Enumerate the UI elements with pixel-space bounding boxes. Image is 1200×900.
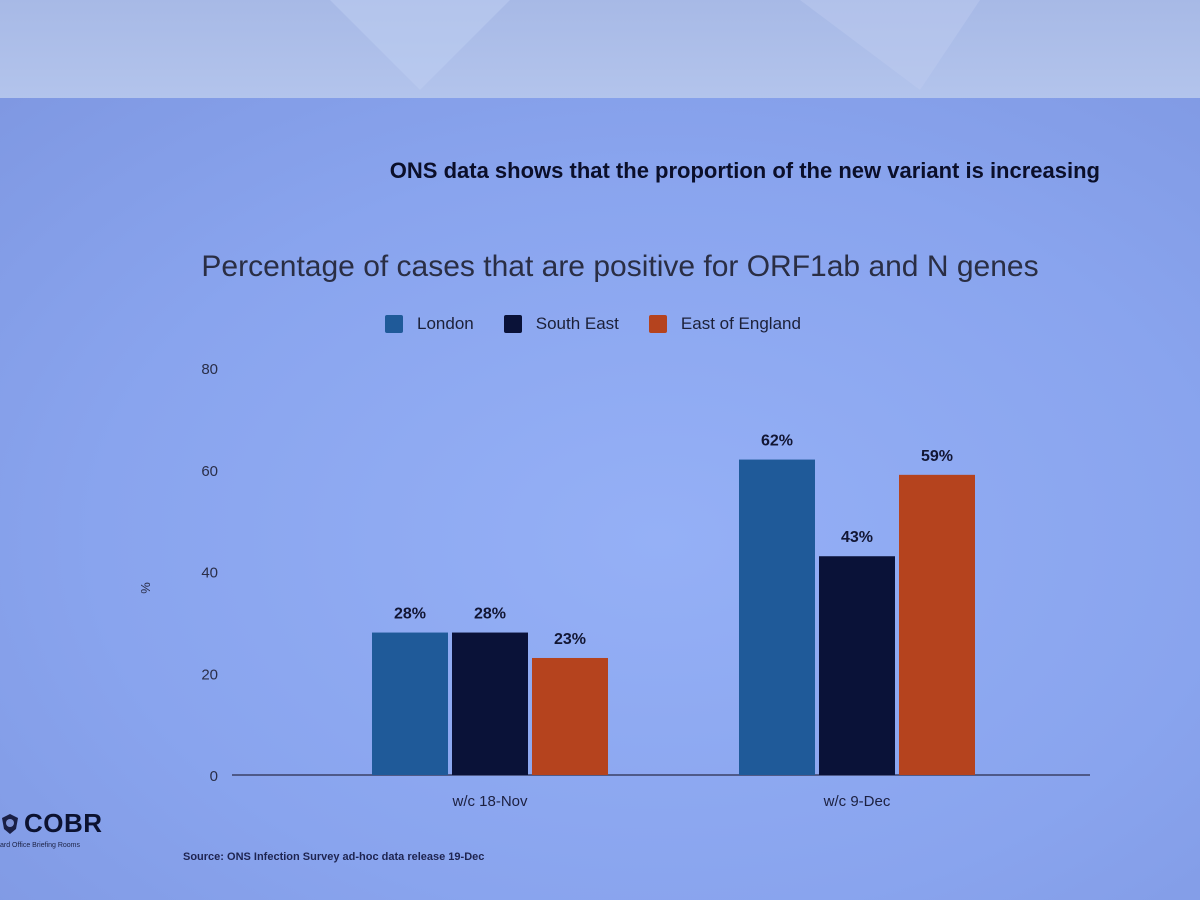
y-axis-label: % [138, 582, 153, 594]
data-label: 28% [394, 606, 426, 623]
legend-swatch-london [385, 315, 403, 333]
room-wall [0, 0, 1200, 100]
bar [819, 556, 895, 775]
data-label: 43% [841, 529, 873, 546]
y-tick-label: 40 [201, 565, 218, 582]
bar [899, 474, 975, 775]
legend-swatch-south-east [503, 315, 522, 333]
source-note: Source: ONS Infection Survey ad-hoc data… [183, 851, 485, 863]
cobr-logo-subtext: ard Office Briefing Rooms [0, 842, 81, 849]
crest-icon [2, 814, 18, 834]
wall-decoration [330, 0, 510, 90]
data-label: 62% [761, 433, 793, 450]
legend-label-london: London [417, 314, 474, 333]
cobr-logo: COBR [0, 808, 103, 839]
y-tick-label: 20 [201, 666, 218, 683]
legend-item-south-east: South East [503, 314, 619, 334]
slide-headline: ONS data shows that the proportion of th… [389, 158, 1100, 183]
y-tick-label: 0 [210, 768, 218, 785]
bar [452, 632, 528, 775]
cobr-logo-text: COBR [24, 808, 103, 838]
data-label: 23% [554, 631, 586, 648]
chart-title: Percentage of cases that are positive fo… [201, 250, 1039, 283]
legend-item-east-of-england: East of England [648, 314, 801, 334]
data-label: 28% [474, 606, 506, 623]
legend-label-south-east: South East [535, 314, 619, 333]
y-tick-label: 60 [201, 463, 218, 480]
y-tick-label: 80 [201, 361, 218, 378]
chart-legend: London South East East of England [385, 312, 801, 336]
bar [739, 459, 815, 775]
wall-decoration [800, 0, 980, 90]
legend-swatch-east-of-england [648, 315, 667, 333]
bar [532, 657, 608, 775]
legend-item-london: London [385, 314, 474, 334]
legend-label-east-of-england: East of England [680, 314, 801, 333]
x-tick-label: w/c 9-Dec [823, 793, 891, 810]
bar [372, 632, 448, 775]
data-label: 59% [921, 448, 953, 465]
x-tick-label: w/c 18-Nov [451, 793, 528, 810]
